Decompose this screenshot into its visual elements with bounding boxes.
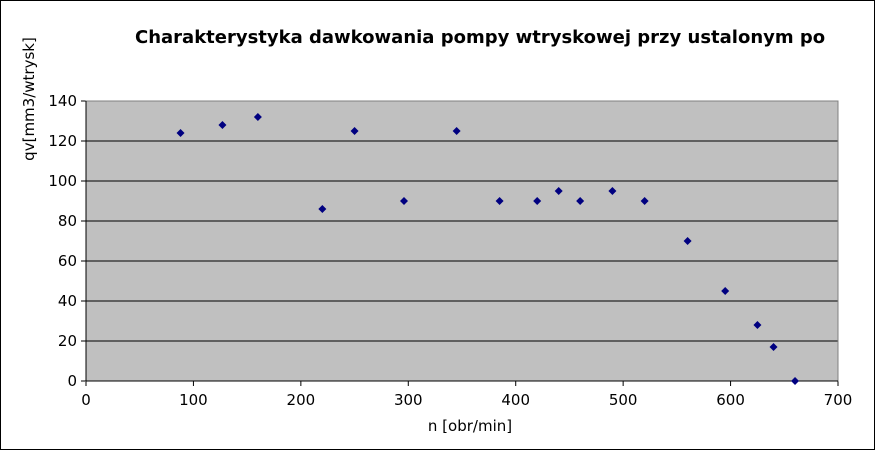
data-point xyxy=(683,237,692,245)
y-tick-label: 100 xyxy=(48,172,77,190)
y-tick-label: 60 xyxy=(58,252,77,270)
y-tick-label: 140 xyxy=(48,92,77,110)
data-point xyxy=(318,205,327,213)
data-point xyxy=(554,187,563,195)
data-point xyxy=(576,197,585,205)
data-point xyxy=(218,121,227,129)
data-point xyxy=(791,377,800,385)
x-axis-label: n [obr/min] xyxy=(427,417,513,435)
y-tick-label: 80 xyxy=(58,212,77,230)
data-point xyxy=(253,113,262,121)
data-point xyxy=(640,197,649,205)
data-point xyxy=(608,187,617,195)
y-tick-label: 0 xyxy=(67,372,77,390)
data-point xyxy=(753,321,762,329)
data-point xyxy=(721,287,730,295)
x-tick-label: 200 xyxy=(287,391,316,409)
data-point xyxy=(399,197,408,205)
data-point xyxy=(769,343,778,351)
x-tick-label: 500 xyxy=(609,391,638,409)
x-tick-label: 100 xyxy=(179,391,208,409)
x-tick-label: 700 xyxy=(824,391,853,409)
x-tick-label: 300 xyxy=(394,391,423,409)
data-point xyxy=(176,129,185,137)
data-point xyxy=(452,127,461,135)
y-tick-label: 120 xyxy=(48,132,77,150)
y-tick-label: 20 xyxy=(58,332,77,350)
x-tick-label: 0 xyxy=(81,391,91,409)
data-point xyxy=(533,197,542,205)
plot-area xyxy=(86,101,838,381)
x-tick-label: 400 xyxy=(501,391,530,409)
y-tick-label: 40 xyxy=(58,292,77,310)
data-point xyxy=(350,127,359,135)
x-tick-label: 600 xyxy=(716,391,745,409)
data-point xyxy=(495,197,504,205)
chart-title: Charakterystyka dawkowania pompy wtrysko… xyxy=(135,27,826,48)
